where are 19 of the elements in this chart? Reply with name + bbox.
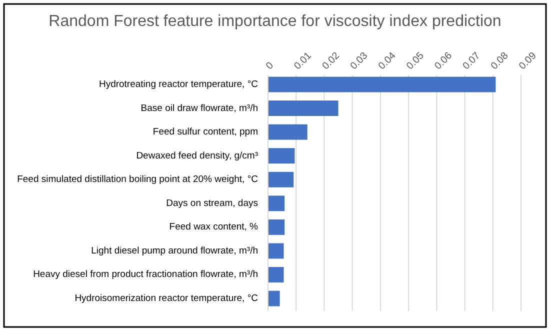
- x-tick-label: 0.09: [517, 50, 540, 72]
- x-tick-label: 0.08: [489, 50, 511, 72]
- y-tick-label: Heavy diesel from product fractionation flowrate, m³/h: [33, 269, 258, 280]
- chart-title: Random Forest feature importance for viscosity index prediction: [48, 13, 502, 30]
- y-tick-label: Feed simulated distillation boiling point at 20% weight, °C: [17, 174, 258, 186]
- x-tick-label: 0.02: [320, 50, 342, 72]
- y-tick-label: Days on stream, days: [166, 198, 258, 209]
- y-tick-label: Hydroisomerization reactor temperature, °C: [74, 293, 258, 304]
- y-tick-label: Light diesel pump around flowrate, m³/h: [91, 245, 258, 256]
- y-tick-label: Dewaxed feed density, g/cm³: [136, 150, 258, 162]
- y-tick-label: Base oil draw flowrate, m³/h: [140, 102, 258, 114]
- x-tick-label: 0.04: [376, 50, 399, 72]
- x-tick-label: 0.01: [292, 50, 314, 72]
- x-tick-label: 0.03: [348, 50, 370, 72]
- y-tick-label: Feed wax content, %: [169, 222, 259, 233]
- x-tick-label: 0.06: [432, 50, 455, 72]
- y-tick-label: Feed sulfur content, ppm: [152, 126, 258, 138]
- x-tick-label: 0: [264, 60, 276, 72]
- y-tick-label: Hydrotreating reactor temperature, °C: [98, 79, 258, 90]
